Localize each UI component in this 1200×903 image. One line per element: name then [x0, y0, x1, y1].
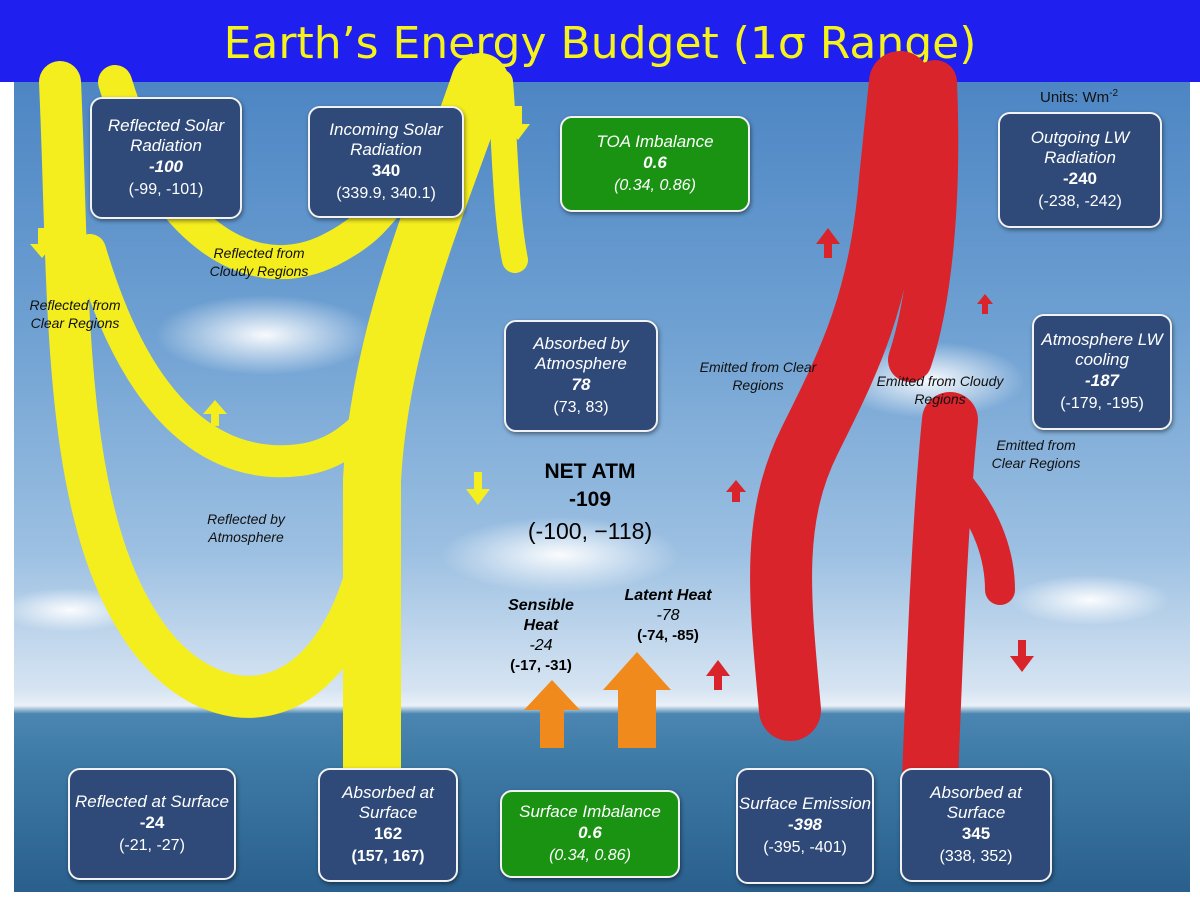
box-range: (-238, -242): [1038, 192, 1122, 210]
atmosphere-lw-cooling-box: Atmosphere LW cooling -187 (-179, -195): [1032, 314, 1172, 430]
cloud-far-right: [1010, 575, 1170, 625]
sensible-heat-range: (-17, -31): [510, 657, 572, 674]
reflected-atmosphere-label: Reflected by Atmosphere: [207, 511, 285, 545]
box-title: Surface Imbalance: [519, 801, 661, 821]
cloud-left: [155, 295, 375, 375]
absorbed-at-surface-lw-box: Absorbed at Surface 345 (338, 352): [900, 768, 1052, 882]
sensible-heat-title: Sensible Heat: [508, 597, 574, 634]
reflected-atmosphere-band: [74, 234, 388, 478]
outgoing-lw-box: Outgoing LW Radiation -240 (-238, -242): [998, 112, 1162, 228]
box-title: Surface Emission: [738, 793, 872, 813]
latent-heat: Latent Heat -78 (-74, -85): [612, 586, 724, 646]
emitted-clear-left-label: Emitted from Clear Regions: [699, 359, 817, 393]
incoming-branch-band: [487, 69, 528, 273]
latent-heat-arrow: [603, 652, 671, 748]
arrow-up-surface: [108, 594, 132, 620]
box-title: Atmosphere LW cooling: [1041, 329, 1163, 369]
sensible-heat-arrow: [524, 680, 580, 748]
box-range: (-99, -101): [128, 180, 204, 198]
emitted-clear-right-label: Emitted from Clear Regions: [991, 437, 1081, 471]
net-atm-range: (-100, −118): [527, 518, 653, 544]
box-title: TOA Imbalance: [596, 131, 714, 151]
box-range: (157, 167): [351, 847, 425, 865]
reflected-at-surface-box: Reflected at Surface -24 (-21, -27): [68, 768, 236, 880]
net-atm-value: -109: [568, 488, 612, 511]
box-value: 78: [571, 374, 591, 394]
small-red-arrows: [706, 228, 1034, 690]
absorbed-lw-band: [902, 392, 978, 808]
absorbed-at-surface-sw-box: Absorbed at Surface 162 (157, 167): [318, 768, 458, 882]
toa-imbalance-box: TOA Imbalance 0.6 (0.34, 0.86): [560, 116, 750, 212]
net-atm-label: NET ATM: [544, 460, 636, 483]
box-title: Absorbed at Surface: [930, 782, 1022, 822]
box-value: 345: [961, 823, 991, 843]
box-title: Outgoing LW Radiation: [1030, 127, 1130, 167]
box-range: (73, 83): [553, 398, 609, 416]
arrow-up-clear-left: [726, 480, 746, 502]
box-range: (338, 352): [939, 847, 1013, 865]
box-title: Absorbed at Surface: [342, 782, 434, 822]
box-title: Reflected at Surface: [74, 791, 230, 811]
box-title: Incoming Solar Radiation: [329, 119, 443, 159]
units-label: Units: Wm-2: [1040, 88, 1119, 106]
net-atm: NET ATM -109 (-100, −118): [500, 458, 680, 548]
arrow-up-reflected-clear: [30, 228, 54, 258]
box-value: -398: [787, 814, 823, 834]
box-value: 340: [371, 160, 401, 180]
latent-heat-value: -78: [656, 607, 680, 624]
box-range: (339.9, 340.1): [336, 184, 436, 202]
sensible-heat: Sensible Heat -24 (-17, -31): [496, 596, 586, 676]
box-value: 0.6: [578, 822, 602, 842]
box-range: (-179, -195): [1060, 394, 1144, 412]
box-value: -187: [1084, 370, 1120, 390]
latent-heat-title: Latent Heat: [624, 587, 712, 604]
surface-emission-band: [750, 51, 931, 741]
cloud-right: [835, 342, 1025, 418]
arrow-up-emitted: [816, 228, 840, 258]
arrow-down-absorbed: [466, 472, 490, 505]
cloudy-emission-band: [888, 60, 959, 382]
longwave-flows: [750, 51, 1015, 808]
latent-heat-range: (-74, -85): [637, 627, 699, 644]
reflected-clear-label: Reflected from Clear Regions: [29, 297, 121, 331]
arrow-up-surface-red: [706, 660, 730, 690]
absorbed-by-atmosphere-box: Absorbed by Atmosphere 78 (73, 83): [504, 320, 658, 432]
box-range: (0.34, 0.86): [614, 176, 696, 194]
arrow-up-cloudy: [977, 294, 993, 314]
box-value: -240: [1062, 168, 1098, 188]
sensible-heat-value: -24: [529, 637, 553, 654]
box-title: Reflected Solar Radiation: [107, 115, 225, 155]
box-value: 0.6: [643, 152, 667, 172]
cloud-center: [440, 517, 680, 593]
right-branch-band: [940, 465, 1015, 605]
incoming-solar-box: Incoming Solar Radiation 340 (339.9, 340…: [308, 106, 464, 218]
reflected-cloudy-label: Reflected from Cloudy Regions: [209, 245, 309, 279]
diagram-title: Earth’s Energy Budget (1σ Range): [223, 18, 977, 69]
box-range: (-21, -27): [119, 836, 185, 854]
small-yellow-arrows: [30, 106, 530, 620]
heat-arrows: [524, 652, 671, 748]
box-value: 162: [373, 823, 403, 843]
surface-imbalance-box: Surface Imbalance 0.6 (0.34, 0.86): [500, 790, 680, 878]
arrow-up-cloud: [203, 400, 227, 426]
reflected-clear-band: [39, 61, 391, 718]
box-value: -24: [139, 812, 165, 832]
box-range: (-395, -401): [763, 838, 847, 856]
surface-emission-box: Surface Emission -398 (-395, -401): [736, 768, 874, 884]
emitted-cloudy-label: Emitted from Cloudy Regions: [876, 373, 1004, 407]
arrow-down-right: [1010, 640, 1034, 672]
box-value: -100: [148, 156, 184, 176]
box-title: Absorbed by Atmosphere: [533, 333, 629, 373]
arrow-down-incoming: [506, 106, 530, 140]
title-bar: [0, 0, 1200, 82]
box-range: (0.34, 0.86): [549, 846, 631, 864]
reflected-solar-box: Reflected Solar Radiation -100 (-99, -10…: [90, 97, 242, 219]
